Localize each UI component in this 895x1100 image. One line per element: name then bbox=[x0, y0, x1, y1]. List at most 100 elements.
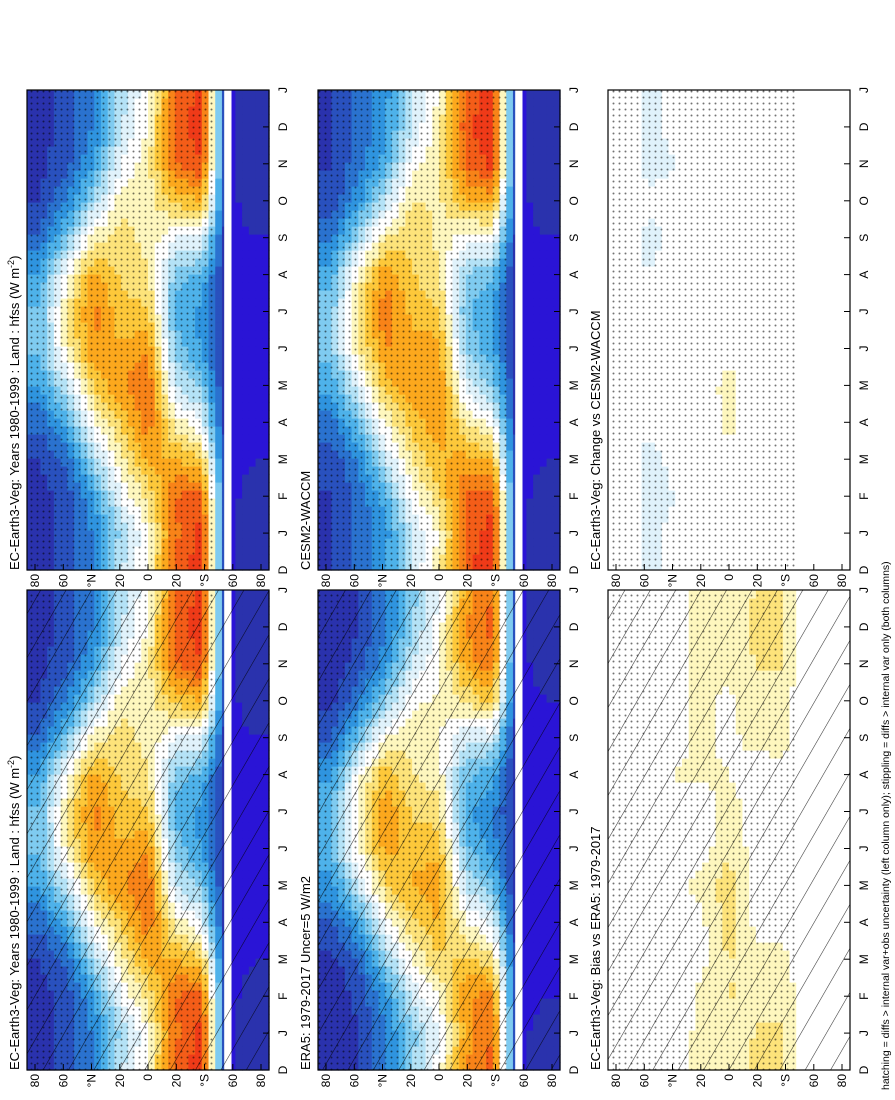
hatch-overlay bbox=[27, 590, 269, 1070]
heatmap-cell bbox=[255, 114, 263, 123]
heatmap-cell bbox=[242, 322, 250, 331]
heatmap-cell bbox=[228, 338, 236, 347]
heatmap-cell bbox=[215, 346, 223, 355]
heatmap-cell bbox=[228, 138, 236, 147]
heatmap-cell bbox=[228, 226, 236, 235]
heatmap-cell bbox=[242, 194, 250, 203]
heatmap-cell bbox=[262, 194, 270, 203]
month-tick-label: N bbox=[276, 659, 290, 668]
heatmap-cell bbox=[215, 330, 223, 339]
heatmap-cell bbox=[248, 98, 257, 107]
heatmap-cell bbox=[255, 210, 263, 219]
month-tick-label: M bbox=[276, 380, 290, 390]
heatmap-cell bbox=[248, 522, 257, 531]
heatmap-cell bbox=[242, 426, 250, 435]
heatmap-cell bbox=[215, 554, 223, 563]
month-tick-label: A bbox=[276, 918, 290, 926]
heatmap-cell bbox=[235, 514, 243, 523]
heatmap-cell bbox=[215, 474, 223, 483]
heatmap-cell bbox=[228, 530, 236, 539]
heatmap-cell bbox=[235, 186, 243, 195]
heatmap-cell bbox=[242, 90, 250, 99]
heatmap-cell bbox=[262, 202, 270, 211]
heatmap-cell bbox=[228, 434, 236, 443]
heatmap-cell bbox=[242, 250, 250, 259]
heatmap-cell bbox=[248, 282, 257, 291]
heatmap-cell bbox=[235, 234, 243, 243]
heatmap-cell bbox=[235, 114, 243, 123]
heatmap-cell bbox=[228, 250, 236, 259]
heatmap-cell bbox=[215, 378, 223, 387]
heatmap-cell bbox=[248, 290, 257, 299]
panel-title-text: EC-Earth3-Veg: Years 1980-1999 : Land : … bbox=[7, 768, 22, 1070]
heatmap-cell bbox=[248, 562, 257, 571]
heatmap-cell bbox=[262, 498, 270, 507]
heatmap-cell bbox=[242, 242, 250, 251]
heatmap-cell bbox=[228, 474, 236, 483]
heatmap-cell bbox=[228, 234, 236, 243]
heatmap-cell bbox=[255, 202, 263, 211]
heatmap-cell bbox=[248, 426, 257, 435]
heatmap-cell bbox=[215, 562, 223, 571]
heatmap-cell bbox=[262, 546, 270, 555]
heatmap-cell bbox=[235, 538, 243, 547]
lat-tick-label: °N bbox=[85, 1074, 99, 1087]
heatmap-cell bbox=[262, 466, 270, 475]
heatmap-cell bbox=[248, 530, 257, 539]
lat-tick-label: 20 bbox=[113, 574, 127, 588]
heatmap-cell bbox=[248, 154, 257, 163]
heatmap-cell bbox=[248, 122, 257, 131]
heatmap-cell bbox=[248, 458, 257, 467]
heatmap-cell bbox=[215, 306, 223, 315]
heatmap-cell bbox=[255, 442, 263, 451]
heatmap-cell bbox=[255, 402, 263, 411]
heatmap-cell bbox=[228, 426, 236, 435]
heatmap-cell bbox=[255, 514, 263, 523]
heatmap-cell bbox=[215, 282, 223, 291]
heatmap-cell bbox=[262, 130, 270, 139]
heatmap-cell bbox=[255, 538, 263, 547]
heatmap-cell bbox=[255, 98, 263, 107]
heatmap-cell bbox=[235, 442, 243, 451]
heatmap-cell bbox=[248, 106, 257, 115]
heatmap-cell bbox=[248, 314, 257, 323]
heatmap-cell bbox=[248, 394, 257, 403]
heatmap-cell bbox=[235, 418, 243, 427]
heatmap-cell bbox=[255, 298, 263, 307]
heatmap-cell bbox=[242, 402, 250, 411]
heatmap-cell bbox=[255, 266, 263, 275]
heatmap-cell bbox=[262, 394, 270, 403]
heatmap-cell bbox=[228, 402, 236, 411]
heatmap-cell bbox=[215, 458, 223, 467]
month-tick-label: D bbox=[276, 122, 290, 131]
panel-p1: 80 60 °N 20 0 20 °S 60 80DJFMAMJJASONDJEC-Earth3… bbox=[6, 587, 290, 1087]
heatmap-cell bbox=[235, 138, 243, 147]
heatmap-cell bbox=[235, 434, 243, 443]
heatmap-cell bbox=[262, 386, 270, 395]
heatmap-cell bbox=[255, 434, 263, 443]
heatmap-cell bbox=[242, 226, 250, 235]
heatmap-cell bbox=[255, 346, 263, 355]
heatmap-cell bbox=[255, 258, 263, 267]
heatmap-cell bbox=[242, 418, 250, 427]
panel-title-end: ) bbox=[7, 756, 22, 760]
month-tick-label: J bbox=[276, 809, 290, 815]
heatmap-cell bbox=[262, 178, 270, 187]
heatmap-cell bbox=[248, 418, 257, 427]
heatmap-cell bbox=[228, 322, 236, 331]
heatmap-cell bbox=[248, 482, 257, 491]
heatmap-cell bbox=[242, 274, 250, 283]
month-tick-label: F bbox=[276, 993, 290, 1000]
heatmap-cell bbox=[242, 530, 250, 539]
heatmap-cell bbox=[228, 546, 236, 555]
heatmap-cell bbox=[255, 482, 263, 491]
heatmap-cell bbox=[228, 538, 236, 547]
heatmap-cell bbox=[242, 298, 250, 307]
heatmap-cell bbox=[248, 186, 257, 195]
heatmap-cell bbox=[235, 162, 243, 171]
heatmap-cell bbox=[242, 482, 250, 491]
panels-layer: 80 60 °N 20 0 20 °S 60 80DJFMAMJJASONDJEC-Earth3… bbox=[6, 87, 871, 1087]
heatmap-cell bbox=[228, 282, 236, 291]
heatmap-cell bbox=[235, 482, 243, 491]
